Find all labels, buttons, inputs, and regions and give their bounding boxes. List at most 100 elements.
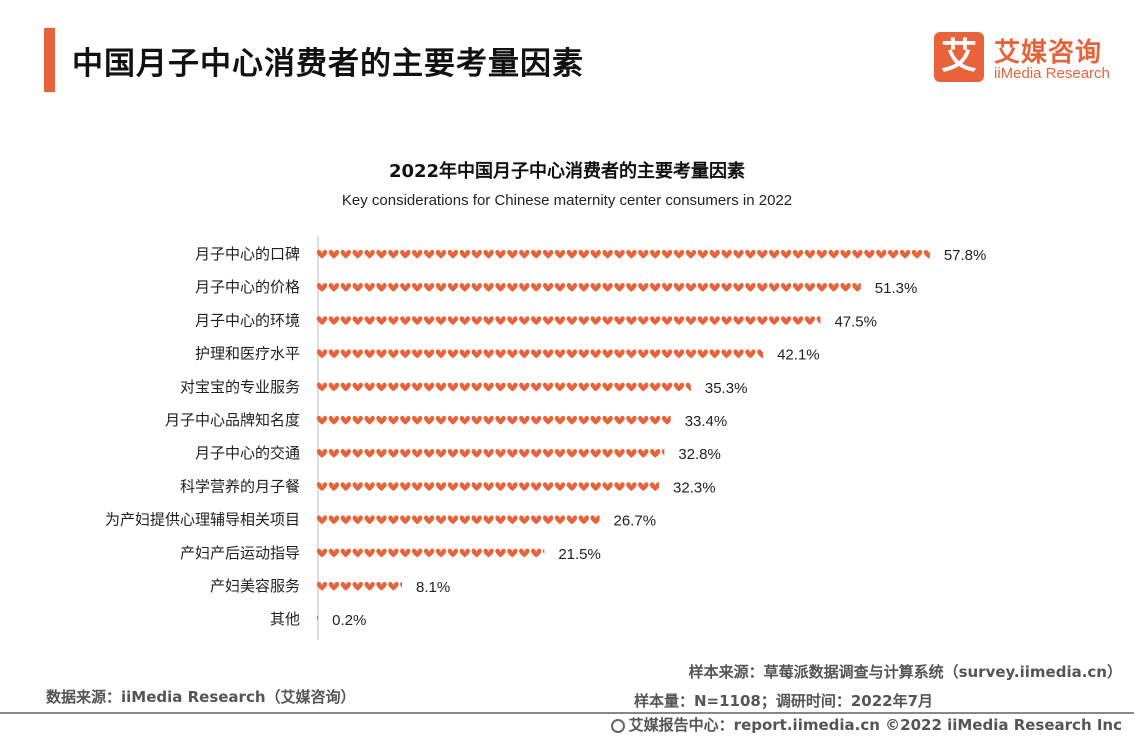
- heart-icon: [649, 382, 661, 392]
- category-label: 产妇产后运动指导: [180, 544, 300, 562]
- heart-icon: [435, 482, 447, 491]
- heart-icon: [745, 283, 756, 292]
- heart-icon: [316, 548, 328, 558]
- heart-icon: [435, 349, 447, 359]
- heart-icon: [340, 548, 352, 558]
- report-center-text: 艾媒报告中心：report.iimedia.cn ©2022 iiMedia R…: [628, 716, 1122, 734]
- heart-icon: [768, 316, 780, 325]
- heart-icon: [364, 548, 375, 558]
- heart-icon: [340, 415, 352, 425]
- heart-icon: [673, 316, 685, 325]
- value-label: 42.1%: [777, 347, 820, 364]
- heart-icon: [423, 316, 435, 325]
- heart-icon: [840, 249, 851, 259]
- heart-icon: [495, 249, 506, 259]
- heart-icon: [364, 316, 375, 325]
- heart-icon: [411, 548, 423, 558]
- category-label: 科学营养的月子餐: [180, 477, 300, 495]
- heart-icon: [388, 415, 399, 425]
- heart-icon: [376, 283, 387, 292]
- heart-icon: [423, 449, 435, 458]
- heart-icon: [590, 482, 601, 491]
- heart-icon: [578, 316, 590, 325]
- brand-logo[interactable]: 艾 艾媒咨询 iiMedia Research: [934, 32, 1119, 86]
- heart-icon: [685, 316, 697, 325]
- heart-icon: [614, 316, 625, 325]
- heart-icon: [638, 382, 649, 392]
- category-label: 对宝宝的专业服务: [180, 378, 300, 396]
- heart-icon: [519, 449, 530, 458]
- heart-icon: [507, 349, 518, 359]
- globe-icon: [610, 719, 625, 733]
- heart-icon: [352, 581, 363, 591]
- heart-icon: [662, 482, 672, 491]
- heart-icon: [864, 283, 874, 292]
- heart-icon: [590, 349, 601, 359]
- heart-icon: [590, 283, 601, 292]
- heart-icon: [614, 482, 625, 491]
- heart-icon: [554, 316, 566, 325]
- heart-icon: [411, 349, 423, 359]
- heart-icon: [400, 581, 403, 588]
- heart-icon: [411, 415, 423, 425]
- heart-icon: [530, 382, 542, 392]
- heart-icon: [316, 515, 328, 525]
- heart-icon: [757, 283, 768, 292]
- heart-bar-chart: 月子中心的口碑 57.8% 月子中心的价格 51.3% 月子中心的环境 47.5% 护理和医…: [105, 236, 987, 640]
- heart-icon: [709, 316, 720, 325]
- heart-icon: [685, 382, 691, 392]
- heart-icon: [721, 283, 732, 292]
- heart-icon: [542, 515, 554, 525]
- heart-icon: [519, 283, 530, 292]
- heart-icon: [483, 349, 494, 359]
- heart-icon: [435, 249, 447, 259]
- heart-icon: [768, 249, 780, 259]
- heart-icon: [649, 349, 661, 359]
- heart-icon: [507, 449, 518, 458]
- heart-icon: [674, 416, 684, 425]
- heart-icon: [411, 515, 423, 525]
- heart-icon: [578, 283, 590, 292]
- heart-icon: [530, 283, 542, 292]
- heart-icon: [638, 349, 649, 359]
- heart-icon: [316, 415, 328, 425]
- heart-icon: [495, 515, 506, 525]
- heart-icon: [459, 515, 471, 525]
- value-label: 0.2%: [332, 612, 366, 629]
- heart-icon: [649, 283, 661, 292]
- heart-icon: [566, 349, 578, 359]
- heart-icon: [828, 283, 839, 292]
- heart-icon: [423, 249, 435, 259]
- heart-icon: [685, 283, 697, 292]
- heart-icon: [566, 515, 578, 525]
- heart-icon: [328, 349, 340, 359]
- heart-icon: [447, 382, 459, 392]
- heart-icon: [423, 548, 435, 558]
- heart-icon: [400, 515, 411, 525]
- heart-icon: [459, 415, 471, 425]
- heart-icon: [411, 482, 423, 491]
- heart-icon: [447, 548, 459, 558]
- heart-icon: [316, 316, 328, 325]
- value-label: 57.8%: [944, 247, 987, 264]
- heart-icon: [578, 349, 590, 359]
- heart-icon: [423, 283, 435, 292]
- heart-icon: [328, 382, 340, 392]
- heart-icon: [376, 515, 387, 525]
- heart-icon: [566, 449, 578, 458]
- heart-icon: [661, 283, 673, 292]
- heart-icon: [614, 415, 625, 425]
- heart-icon: [542, 548, 545, 555]
- heart-icon: [804, 316, 816, 325]
- heart-icon: [459, 382, 471, 392]
- heart-icon: [697, 283, 709, 292]
- heart-icon: [495, 349, 506, 359]
- heart-icon: [316, 382, 328, 392]
- heart-icon: [316, 581, 328, 591]
- heart-icon: [411, 449, 423, 458]
- heart-icon: [554, 415, 566, 425]
- heart-icon: [649, 482, 660, 491]
- heart-icon: [542, 482, 554, 491]
- report-center[interactable]: 艾媒报告中心：report.iimedia.cn ©2022 iiMedia R…: [610, 714, 1122, 735]
- heart-icon: [340, 482, 352, 491]
